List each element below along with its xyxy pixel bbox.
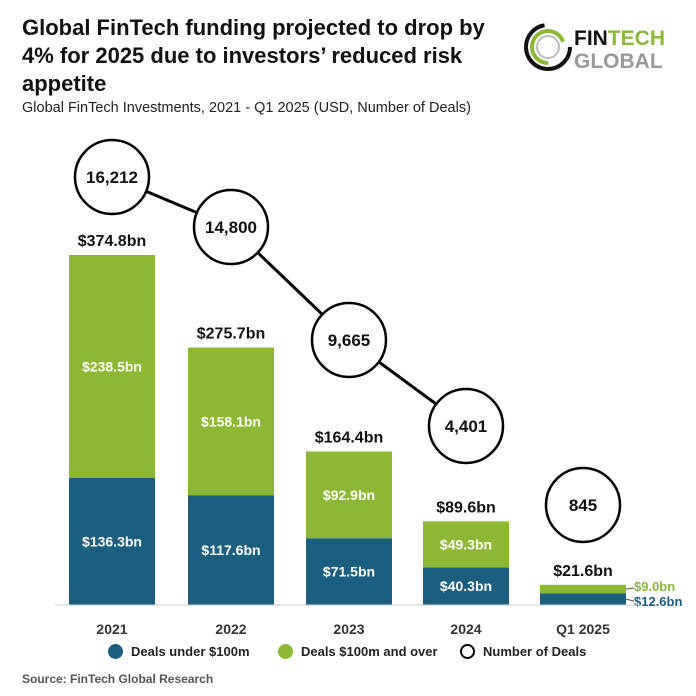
label-under: $117.6bn — [201, 542, 260, 558]
total-label: $275.7bn — [197, 326, 265, 343]
svg-text:FINTECH: FINTECH — [574, 27, 665, 50]
category-label: 2022 — [215, 621, 246, 637]
label-under: $71.5bn — [323, 564, 375, 580]
category-label: 2024 — [450, 621, 481, 637]
legend-deals: Number of Deals — [460, 644, 586, 659]
bar-over — [188, 347, 274, 496]
legend-swatch-deals — [460, 644, 475, 659]
deals-circle — [73, 138, 151, 216]
bar-over — [423, 521, 509, 568]
bar-under — [69, 477, 155, 605]
category-label: 2021 — [96, 621, 127, 637]
deals-label: 9,665 — [328, 331, 371, 350]
label-over: $92.9bn — [323, 487, 375, 503]
bar-under — [423, 567, 509, 605]
deals-circle — [544, 466, 622, 544]
deals-circle — [310, 301, 388, 379]
label-over: $158.1bn — [201, 413, 261, 429]
page-title: Global FinTech funding projected to drop… — [22, 15, 485, 96]
legend-under: Deals under $100m — [108, 644, 250, 659]
leader-under — [625, 598, 635, 602]
total-label: $164.4bn — [315, 429, 383, 446]
legend-swatch-under — [108, 644, 123, 659]
deals-label: 845 — [569, 496, 597, 515]
chart-subtitle: Global FinTech Investments, 2021 - Q1 20… — [22, 100, 471, 116]
bar-over — [540, 584, 626, 594]
fintech-global-logo: FINTECH GLOBAL — [522, 18, 692, 76]
bar-under — [540, 593, 626, 605]
legend-swatch-over — [278, 644, 293, 659]
svg-text:GLOBAL: GLOBAL — [574, 50, 663, 73]
label-over: $49.3bn — [440, 536, 492, 552]
category-label: Q1 2025 — [556, 621, 610, 637]
label-over: $238.5bn — [82, 358, 142, 374]
deals-label: 16,212 — [86, 168, 138, 187]
legend-label: Deals $100m and over — [301, 644, 438, 659]
label-under: $12.6bn — [634, 594, 682, 609]
total-label: $374.8bn — [78, 233, 146, 250]
chart: $136.3bn $238.5bn $374.8bn 2021 16,212 $117.6… — [55, 138, 682, 637]
bar-over — [306, 451, 392, 539]
legend-label: Number of Deals — [483, 644, 587, 659]
total-label: $89.6bn — [436, 499, 496, 516]
bar-over — [69, 255, 155, 478]
label-under: $40.3bn — [440, 578, 492, 594]
category-label: 2023 — [333, 621, 364, 637]
deals-circle — [427, 387, 505, 465]
source-note: Source: FinTech Global Research — [22, 672, 214, 686]
label-under: $136.3bn — [82, 533, 142, 549]
deals-line — [111, 175, 467, 428]
bar-under — [306, 538, 392, 605]
bar-under — [188, 495, 274, 605]
total-label: $21.6bn — [553, 563, 613, 580]
leader-over — [625, 587, 635, 590]
legend-label: Deals under $100m — [131, 644, 250, 659]
deals-label: 14,800 — [205, 218, 257, 237]
deals-circle — [192, 188, 270, 266]
legend-over: Deals $100m and over — [278, 644, 438, 659]
label-over: $9.0bn — [634, 579, 675, 594]
deals-label: 4,401 — [445, 417, 488, 436]
